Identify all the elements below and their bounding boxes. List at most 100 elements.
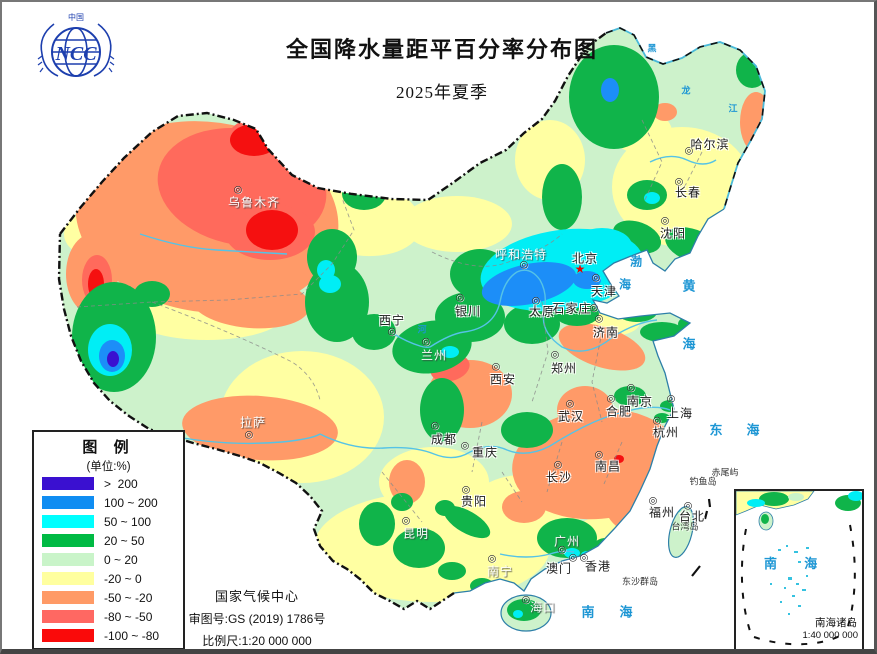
footer-scale: 比例尺:1:20 000 000 bbox=[202, 634, 312, 648]
legend-unit: (单位:%) bbox=[86, 461, 131, 473]
sea-label: 海 bbox=[619, 604, 633, 620]
city-label: 西安 bbox=[489, 372, 517, 387]
legend-range-label: 20 ~ 50 bbox=[104, 533, 145, 548]
legend-swatch bbox=[42, 629, 94, 642]
city-label: 乌鲁木齐 bbox=[227, 195, 281, 210]
city-label: 杭州 bbox=[652, 425, 680, 440]
city-label: 西宁 bbox=[378, 313, 406, 328]
city-marker-icon: ◎ bbox=[594, 313, 604, 325]
city-label: 武汉 bbox=[557, 409, 585, 424]
laurel-right-icon bbox=[93, 23, 112, 77]
sea-label: 龙 bbox=[681, 85, 691, 96]
legend-swatch bbox=[42, 496, 94, 509]
legend-range-label: -100 ~ -80 bbox=[104, 628, 160, 643]
map-subtitle: 2025年夏季 bbox=[396, 83, 488, 102]
city-label: 长春 bbox=[674, 185, 702, 200]
sea-label: 河 bbox=[417, 324, 427, 335]
logo-country-text: 中国 bbox=[68, 12, 84, 22]
laurel-leaves-icon bbox=[37, 55, 115, 73]
ncc-logo: 中国 NCC bbox=[37, 12, 115, 77]
city-marker-icon: ◎ bbox=[648, 495, 658, 507]
legend-range-label: 100 ~ 200 bbox=[104, 495, 158, 510]
legend-row: -80 ~ -50 bbox=[34, 607, 183, 626]
city-label: 沈阳 bbox=[659, 226, 687, 241]
city-marker-icon: ◎ bbox=[591, 272, 601, 284]
hainan-outline bbox=[500, 594, 552, 632]
city-label: 南京 bbox=[626, 394, 654, 409]
legend-row: 20 ~ 50 bbox=[34, 531, 183, 550]
city-marker-icon: ◎ bbox=[531, 295, 541, 307]
city-marker-icon: ◎ bbox=[660, 215, 670, 227]
sea-label: 海 bbox=[682, 336, 696, 352]
city-label: 台北 bbox=[678, 509, 706, 524]
coastline bbox=[453, 208, 725, 594]
footer-approval: 审图号:GS (2019) 1786号 bbox=[188, 612, 326, 626]
island-label: 钓鱼岛 bbox=[689, 476, 717, 487]
city-label: 兰州 bbox=[420, 348, 448, 363]
city-label: 北京 bbox=[571, 251, 599, 266]
legend-swatch bbox=[42, 534, 94, 547]
legend-swatch bbox=[42, 515, 94, 528]
city-label: 广州 bbox=[553, 534, 581, 549]
city-marker-icon: ◎ bbox=[421, 336, 431, 348]
legend-title: 图 例 bbox=[82, 439, 135, 456]
sea-label: 海 bbox=[746, 422, 760, 438]
city-label: 南昌 bbox=[594, 459, 622, 474]
city-marker-icon: ◎ bbox=[606, 393, 616, 405]
legend-range-label: -50 ~ -20 bbox=[104, 590, 153, 605]
rivers bbox=[139, 155, 717, 558]
city-label: 澳门 bbox=[545, 561, 573, 576]
legend-swatch bbox=[42, 572, 94, 585]
sea-label: 黄 bbox=[682, 278, 696, 294]
sea-label: 江 bbox=[728, 103, 738, 114]
legend-range-label: 0 ~ 20 bbox=[104, 552, 138, 567]
logo-abbr-text: NCC bbox=[54, 43, 97, 65]
city-marker-icon: ◎ bbox=[387, 326, 397, 338]
national-border-south bbox=[57, 233, 455, 611]
legend-swatch bbox=[42, 477, 94, 490]
sea-label: 渤 bbox=[629, 254, 643, 269]
city-label: 哈尔滨 bbox=[690, 137, 730, 152]
legend-row: > 200 bbox=[34, 474, 183, 493]
city-marker-icon: ◎ bbox=[589, 302, 599, 314]
city-label: 拉萨 bbox=[239, 415, 267, 430]
legend-row: 50 ~ 100 bbox=[34, 512, 183, 531]
city-marker-icon: ◎ bbox=[652, 415, 662, 427]
legend-row: 100 ~ 200 bbox=[34, 493, 183, 512]
inset-islands bbox=[770, 545, 809, 615]
inset-scale: 1:40 000 000 bbox=[802, 630, 858, 641]
legend-range-label: -80 ~ -50 bbox=[104, 609, 153, 624]
taiwan-outline bbox=[668, 506, 694, 558]
inset-caption: 南海诸岛 bbox=[815, 617, 857, 629]
nine-dash-line bbox=[740, 524, 856, 646]
legend-range-label: > 200 bbox=[104, 476, 138, 491]
city-label: 太原 bbox=[528, 304, 556, 319]
city-label: 昆明 bbox=[402, 526, 430, 541]
city-label: 贵阳 bbox=[460, 494, 488, 509]
province-borders bbox=[76, 119, 703, 523]
island-label: 东沙群岛 bbox=[621, 576, 659, 587]
city-marker-icon: ◎ bbox=[487, 553, 497, 565]
city-marker-icon: ◎ bbox=[233, 184, 243, 196]
city-label: 银川 bbox=[454, 304, 482, 319]
city-marker-icon: ◎ bbox=[491, 361, 501, 373]
city-marker-icon: ◎ bbox=[455, 292, 465, 304]
sea-label: 黑 bbox=[647, 43, 657, 54]
legend-range-label: -20 ~ 0 bbox=[104, 571, 142, 586]
inset-sea-label: 南 海 bbox=[764, 556, 830, 571]
city-marker-icon: ◎ bbox=[553, 459, 563, 471]
city-marker-icon: ◎ bbox=[674, 176, 684, 188]
legend-box: 图 例 (单位:%) > 200 100 ~ 200 50 ~ 100 20 ~ 50… bbox=[32, 430, 185, 649]
national-border-northeast bbox=[605, 27, 766, 210]
city-label: 成都 bbox=[430, 432, 458, 447]
city-marker-icon: ◎ bbox=[461, 484, 471, 496]
city-label: 南宁 bbox=[486, 564, 514, 579]
city-label: 郑州 bbox=[550, 361, 578, 376]
city-label: 上海 bbox=[666, 406, 694, 421]
city-marker-icon: ◎ bbox=[521, 594, 531, 606]
city-marker-icon: ◎ bbox=[594, 449, 604, 461]
inset-map bbox=[735, 490, 864, 646]
sea-label: 海 bbox=[618, 277, 632, 292]
